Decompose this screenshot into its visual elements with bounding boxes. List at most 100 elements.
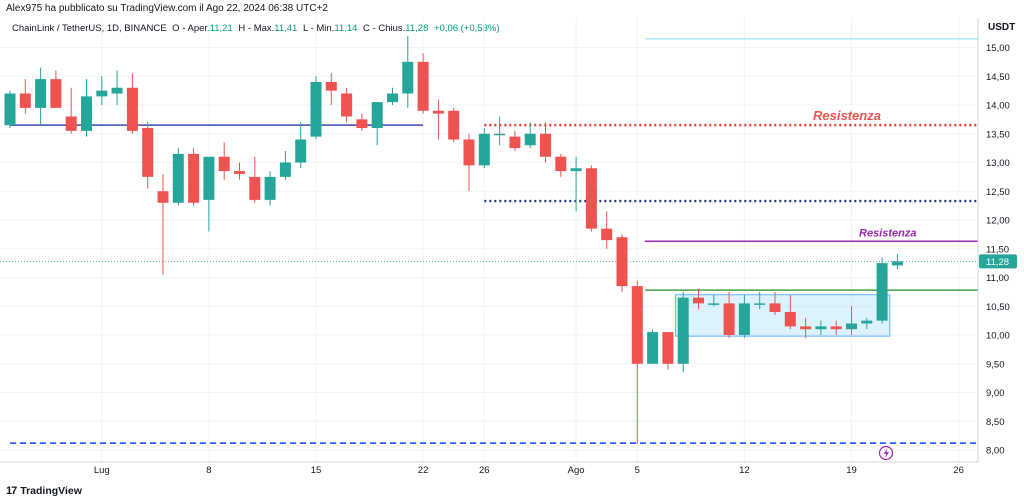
candle-up: [876, 257, 888, 324]
candle-body: [616, 237, 628, 287]
candle-down: [509, 130, 521, 151]
y-tick-label: 11,00: [986, 273, 1009, 284]
legend-change: +0,06 (+0,53%): [434, 23, 500, 34]
candle-body: [35, 79, 47, 108]
x-tick-label: Ago: [568, 465, 585, 476]
candle-body: [448, 110, 460, 140]
candle-body: [631, 286, 643, 364]
candle-down: [463, 133, 475, 192]
y-tick-label: 11,50: [986, 244, 1009, 255]
candle-down: [356, 113, 368, 131]
x-tick-label: 12: [739, 465, 750, 476]
y-tick-label: 12,50: [986, 187, 1010, 198]
candle-up: [754, 291, 766, 310]
candle-up: [861, 317, 873, 330]
candle-body: [524, 133, 536, 146]
candle-down: [448, 107, 460, 143]
candle-up: [35, 67, 47, 126]
candle-down: [662, 332, 674, 370]
candle-body: [218, 156, 230, 172]
tradingview-logo[interactable]: 17 TradingView: [6, 485, 82, 497]
candle-body: [295, 139, 307, 163]
legend-close-value: 11,28: [405, 23, 429, 34]
candle-body: [601, 228, 613, 241]
candle-body: [111, 87, 123, 94]
candle-body: [784, 312, 796, 327]
candle-down: [540, 122, 551, 163]
candle-body: [815, 326, 827, 330]
candle-body: [647, 332, 659, 364]
candle-body: [570, 168, 582, 172]
candle-body: [708, 303, 720, 305]
candle-down: [769, 291, 781, 315]
candle-up: [279, 151, 291, 180]
publish-line: Alex975 ha pubblicato su TradingView.com…: [6, 3, 328, 14]
candle-down: [601, 211, 613, 249]
candle-down: [325, 73, 337, 105]
y-tick-label: 9,50: [986, 359, 1005, 370]
candle-up: [111, 70, 123, 105]
y-tick-label: 14,50: [986, 72, 1010, 83]
candle-down: [830, 320, 842, 335]
candle-body: [677, 297, 689, 364]
legend-low-label: L - Min.: [303, 23, 335, 34]
annotation-labels: Resistenza Resistenza: [813, 108, 916, 239]
candle-body: [861, 320, 873, 324]
candle-body: [494, 133, 506, 136]
y-tick-label: 15,00: [986, 43, 1010, 54]
grid-lines: [0, 18, 978, 462]
candle-up: [815, 320, 827, 335]
x-tick-label: 22: [418, 465, 429, 476]
candle-body: [800, 326, 812, 330]
y-tick-label: 8,00: [986, 446, 1005, 457]
candle-body: [555, 156, 567, 172]
candle-body: [769, 303, 781, 312]
candle-down: [157, 174, 169, 275]
legend-high-value: 11,41: [274, 23, 298, 34]
candle-up: [371, 102, 383, 146]
candle-up: [96, 76, 108, 105]
candle-down: [142, 122, 154, 189]
last-price-label: 11,28: [986, 257, 1009, 268]
replay-bolt-icon[interactable]: [878, 445, 894, 461]
candle-body: [203, 156, 215, 200]
candle-down: [65, 87, 77, 134]
candle-up: [738, 294, 750, 338]
y-tick-label: 14,00: [986, 101, 1010, 112]
tradingview-mark-icon: 17: [6, 485, 17, 497]
y-tick-label: 10,50: [986, 302, 1010, 313]
candle-down: [800, 317, 812, 338]
candle-body: [693, 297, 704, 304]
candle-up: [81, 79, 92, 137]
time-axis[interactable]: Lug 8 15 22 26 Ago 5 12 19 26: [94, 465, 964, 476]
y-tick-label: 12,00: [986, 216, 1010, 227]
y-tick-label: 13,50: [986, 129, 1010, 140]
candle-body: [585, 168, 597, 229]
level-lines: [0, 38, 978, 445]
candle-down: [723, 291, 735, 338]
candle-up: [891, 253, 903, 270]
resistance-label: Resistenza: [813, 108, 881, 123]
candle-down: [188, 148, 200, 206]
candle-up: [677, 291, 689, 373]
candle-up: [524, 122, 536, 149]
candle-up: [203, 156, 215, 232]
resistance-label: Resistenza: [859, 227, 916, 239]
candle-down: [693, 289, 704, 310]
candle-down: [784, 294, 796, 330]
candle-body: [188, 153, 200, 203]
candle-body: [234, 171, 245, 174]
candle-body: [432, 110, 444, 114]
candle-body: [4, 93, 16, 126]
candle-body: [19, 93, 31, 108]
candle-down: [616, 234, 628, 292]
price-axis[interactable]: 8,00 8,50 9,00 9,50 10,00 10,50 11,00 11,50 12,0…: [979, 43, 1017, 457]
x-tick-label: Lug: [94, 465, 110, 476]
candle-down: [234, 162, 245, 180]
y-tick-label: 9,00: [986, 388, 1005, 399]
candle-body: [172, 153, 184, 203]
candle-up: [402, 36, 414, 108]
candle-body: [830, 326, 842, 330]
candle-up: [4, 90, 16, 128]
